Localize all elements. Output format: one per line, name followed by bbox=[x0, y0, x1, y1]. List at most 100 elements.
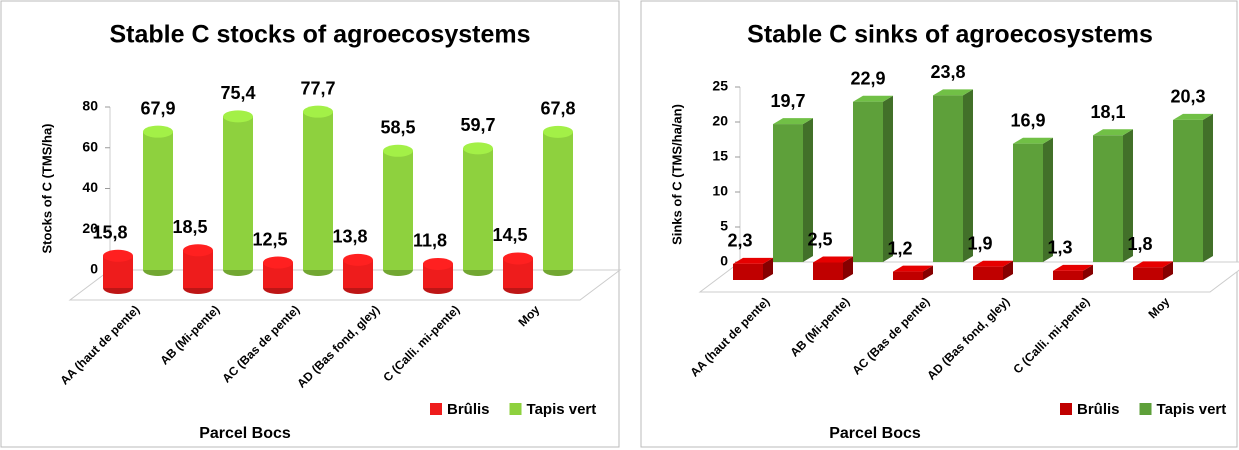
legend-swatch bbox=[509, 403, 522, 415]
bar-top bbox=[813, 256, 853, 263]
y-tick-label: 40 bbox=[82, 179, 98, 195]
value-label: 13,8 bbox=[332, 227, 367, 247]
y-tick-label: 10 bbox=[712, 183, 728, 199]
bar-top bbox=[103, 249, 133, 262]
legend-label: Brûlis bbox=[447, 401, 490, 418]
y-tick-label: 0 bbox=[720, 253, 728, 269]
y-tick-label: 0 bbox=[90, 261, 98, 277]
legend-swatch bbox=[430, 403, 442, 415]
bar-top bbox=[543, 125, 573, 138]
value-label: 75,4 bbox=[220, 83, 255, 103]
legend-swatch bbox=[1060, 403, 1072, 415]
value-label: 67,9 bbox=[140, 98, 175, 118]
value-label: 19,7 bbox=[770, 91, 805, 111]
value-label: 1,3 bbox=[1047, 238, 1072, 258]
y-tick-label: 20 bbox=[82, 220, 98, 236]
y-tick-label: 60 bbox=[82, 138, 98, 154]
value-label: 15,8 bbox=[92, 223, 127, 243]
x-axis-label: Parcel Bocs bbox=[829, 425, 921, 442]
value-label: 1,2 bbox=[887, 238, 912, 258]
bar bbox=[893, 271, 923, 280]
bar-top bbox=[1133, 261, 1173, 268]
bar bbox=[543, 131, 573, 270]
bar-side bbox=[923, 265, 933, 280]
bar bbox=[1093, 135, 1123, 262]
bar-side bbox=[1003, 260, 1013, 280]
bar bbox=[1133, 267, 1163, 280]
value-label: 18,5 bbox=[172, 217, 207, 237]
legend-label: Brûlis bbox=[1077, 401, 1120, 418]
bar-top bbox=[503, 252, 533, 265]
x-axis-label: Parcel Bocs bbox=[199, 425, 291, 442]
y-tick-label: 25 bbox=[712, 78, 728, 94]
bar-top bbox=[1173, 113, 1213, 120]
value-label: 67,8 bbox=[540, 99, 575, 119]
bar-top bbox=[303, 105, 333, 118]
bar bbox=[183, 250, 213, 288]
value-label: 77,7 bbox=[300, 78, 335, 98]
y-tick-label: 80 bbox=[82, 98, 98, 114]
value-label: 1,8 bbox=[1127, 234, 1152, 254]
legend-label: Tapis vert bbox=[1157, 401, 1227, 418]
bar bbox=[143, 131, 173, 270]
value-label: 59,7 bbox=[460, 115, 495, 135]
bar-top bbox=[263, 256, 293, 269]
bar-side bbox=[763, 257, 773, 280]
bar bbox=[1053, 270, 1083, 280]
bar bbox=[383, 150, 413, 270]
y-axis-label: Sinks of C (TMS/ha/an) bbox=[669, 104, 684, 245]
chart-title: Stable C stocks of agroecosystems bbox=[110, 21, 531, 49]
value-label: 2,3 bbox=[727, 231, 752, 251]
y-axis-label: Stocks of C (TMS/ha) bbox=[39, 123, 54, 253]
bar bbox=[773, 124, 803, 262]
bar bbox=[223, 116, 253, 270]
bar bbox=[813, 262, 843, 280]
bar-side bbox=[1123, 129, 1133, 262]
bar-side bbox=[963, 89, 973, 263]
bar bbox=[463, 148, 493, 270]
bar-top bbox=[463, 142, 493, 155]
bar-top bbox=[1053, 264, 1093, 271]
bar-side bbox=[843, 256, 853, 280]
bar-top bbox=[1013, 137, 1053, 144]
value-label: 58,5 bbox=[380, 118, 415, 138]
y-tick-label: 20 bbox=[712, 113, 728, 129]
bar-side bbox=[883, 95, 893, 262]
bar-top bbox=[733, 257, 773, 264]
bar-side bbox=[803, 118, 813, 262]
bar-top bbox=[893, 265, 933, 272]
bar-top bbox=[383, 144, 413, 157]
value-label: 16,9 bbox=[1010, 110, 1045, 130]
bar-side bbox=[1203, 113, 1213, 263]
bar-top bbox=[853, 95, 893, 102]
bar bbox=[1013, 143, 1043, 262]
bar bbox=[973, 266, 1003, 280]
legend-label: Tapis vert bbox=[527, 401, 597, 418]
bar bbox=[933, 95, 963, 263]
bar-top bbox=[933, 89, 973, 96]
bar bbox=[303, 111, 333, 270]
bar-top bbox=[223, 110, 253, 123]
value-label: 18,1 bbox=[1090, 102, 1125, 122]
bar-top bbox=[143, 125, 173, 138]
bar bbox=[1173, 119, 1203, 263]
value-label: 20,3 bbox=[1170, 87, 1205, 107]
bar-top bbox=[423, 257, 453, 270]
value-label: 1,9 bbox=[967, 233, 992, 253]
y-tick-label: 15 bbox=[712, 148, 728, 164]
y-tick-label: 5 bbox=[720, 218, 728, 234]
bar bbox=[853, 101, 883, 262]
bar-top bbox=[343, 253, 373, 266]
bar bbox=[733, 263, 763, 280]
bar-top bbox=[773, 118, 813, 125]
value-label: 14,5 bbox=[492, 225, 527, 245]
value-label: 12,5 bbox=[252, 229, 287, 249]
value-label: 2,5 bbox=[807, 229, 832, 249]
value-label: 11,8 bbox=[413, 231, 447, 251]
chart-title: Stable C sinks of agroecosystems bbox=[747, 21, 1153, 49]
bar-top bbox=[183, 244, 213, 257]
value-label: 22,9 bbox=[850, 68, 885, 88]
bar-top bbox=[973, 260, 1013, 267]
legend-swatch bbox=[1139, 403, 1152, 415]
